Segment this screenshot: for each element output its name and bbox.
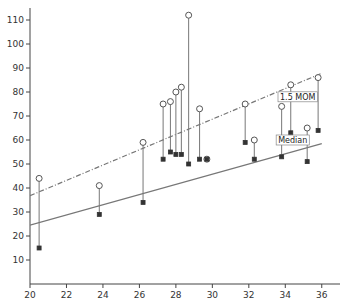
circle-point bbox=[186, 12, 192, 18]
circle-point bbox=[36, 175, 42, 181]
circle-point bbox=[96, 183, 102, 189]
y-tick bbox=[26, 140, 30, 141]
pair-connector bbox=[188, 15, 189, 164]
square-point bbox=[174, 152, 178, 156]
x-tick bbox=[175, 284, 176, 288]
square-point bbox=[168, 150, 172, 154]
pair-connector bbox=[199, 109, 200, 159]
annotation: Median bbox=[276, 135, 309, 145]
annotation-box bbox=[278, 92, 317, 102]
y-tick-label: 40 bbox=[13, 183, 25, 193]
y-tick-label: 110 bbox=[7, 15, 24, 25]
x-tick-label: 36 bbox=[316, 290, 328, 300]
y-tick bbox=[26, 164, 30, 165]
y-tick-label: 20 bbox=[13, 231, 25, 241]
circle-point bbox=[167, 99, 173, 105]
annotation-text: 1.5 MOM bbox=[280, 93, 315, 102]
x-tick-label: 30 bbox=[207, 290, 219, 300]
square-point bbox=[179, 152, 183, 156]
pair-connector bbox=[143, 142, 144, 202]
circle-point bbox=[279, 103, 285, 109]
square-point bbox=[280, 155, 284, 159]
square-point bbox=[97, 212, 101, 216]
y-tick bbox=[26, 68, 30, 69]
y-tick bbox=[26, 92, 30, 93]
square-point bbox=[141, 200, 145, 204]
annotation-box bbox=[276, 135, 309, 145]
annotation: 1.5 MOM bbox=[278, 92, 317, 102]
x-tick bbox=[102, 284, 103, 288]
square-point bbox=[198, 157, 202, 161]
x-tick bbox=[139, 284, 140, 288]
y-tick bbox=[26, 212, 30, 213]
y-tick-label: 70 bbox=[13, 111, 25, 121]
chart: 20 22 24 26 28 30 32 34 36 10 20 30 40 50 60 70 80 90 100 1… bbox=[0, 0, 350, 306]
pair-connector bbox=[181, 87, 182, 154]
circle-point bbox=[178, 84, 184, 90]
pair-connector bbox=[39, 178, 40, 248]
pair-connector bbox=[318, 78, 319, 131]
y-tick-label: 100 bbox=[7, 39, 24, 49]
y-tick bbox=[26, 44, 30, 45]
plot-area bbox=[30, 12, 322, 250]
y-tick-label: 80 bbox=[13, 87, 25, 97]
x-tick-label: 32 bbox=[243, 290, 254, 300]
y-tick bbox=[26, 116, 30, 117]
y-tick bbox=[26, 236, 30, 237]
circle-point bbox=[197, 106, 203, 112]
reference-line bbox=[30, 73, 322, 195]
x-tick bbox=[321, 284, 322, 288]
x-axis-line bbox=[30, 284, 340, 285]
circle-point bbox=[315, 75, 321, 81]
circle-point bbox=[242, 101, 248, 107]
y-tick-label: 60 bbox=[13, 135, 25, 145]
x-tick-label: 20 bbox=[24, 290, 36, 300]
y-tick bbox=[26, 260, 30, 261]
circle-point bbox=[160, 101, 166, 107]
annotation-text: Median bbox=[278, 136, 307, 145]
y-tick-label: 90 bbox=[13, 63, 25, 73]
x-tick-label: 34 bbox=[280, 290, 292, 300]
x-tick-label: 22 bbox=[61, 290, 72, 300]
x-tick-label: 28 bbox=[170, 290, 182, 300]
square-point bbox=[205, 157, 209, 161]
square-point bbox=[37, 246, 41, 250]
square-point bbox=[289, 131, 293, 135]
pair-connector bbox=[170, 102, 171, 152]
pair-connector bbox=[281, 106, 282, 156]
y-tick bbox=[26, 188, 30, 189]
circle-point bbox=[173, 89, 179, 95]
circle-point bbox=[204, 156, 210, 162]
pair-connector bbox=[175, 92, 176, 154]
x-tick bbox=[212, 284, 213, 288]
circle-point bbox=[251, 137, 257, 143]
circle-point bbox=[288, 82, 294, 88]
y-axis-line bbox=[30, 8, 31, 284]
square-point bbox=[187, 162, 191, 166]
square-point bbox=[243, 140, 247, 144]
circle-point bbox=[304, 125, 310, 131]
x-tick bbox=[30, 284, 31, 288]
y-tick bbox=[26, 20, 30, 21]
square-point bbox=[252, 157, 256, 161]
pair-connector bbox=[245, 104, 246, 142]
y-tick-label: 30 bbox=[13, 207, 25, 217]
y-tick-label: 50 bbox=[13, 159, 25, 169]
y-tick-label: 10 bbox=[13, 255, 25, 265]
x-tick bbox=[248, 284, 249, 288]
circle-point bbox=[140, 139, 146, 145]
reference-line bbox=[30, 144, 322, 226]
x-tick-label: 26 bbox=[134, 290, 146, 300]
square-point bbox=[161, 157, 165, 161]
x-tick-label: 24 bbox=[97, 290, 109, 300]
x-tick bbox=[285, 284, 286, 288]
pair-connector bbox=[163, 104, 164, 159]
square-point bbox=[316, 128, 320, 132]
pair-connector bbox=[99, 186, 100, 215]
x-tick bbox=[66, 284, 67, 288]
square-point bbox=[305, 160, 309, 164]
